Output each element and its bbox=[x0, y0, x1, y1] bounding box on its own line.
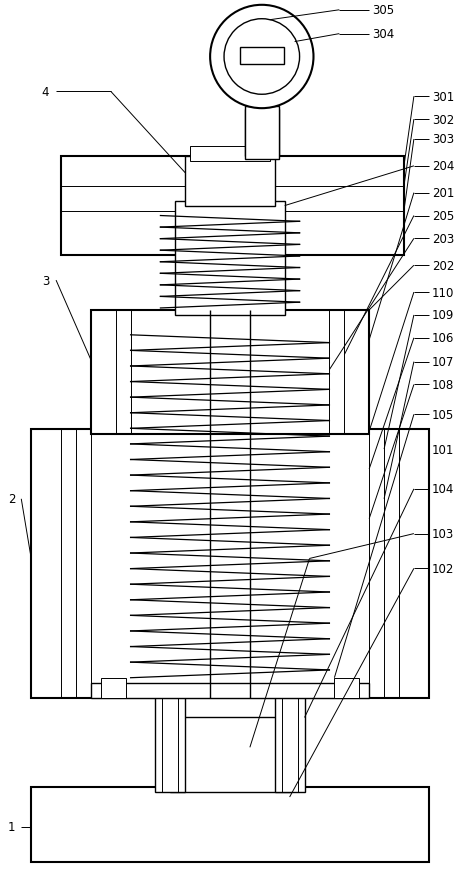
Text: 201: 201 bbox=[432, 187, 454, 200]
Bar bbox=[31, 788, 429, 861]
Bar bbox=[175, 201, 285, 315]
Text: 110: 110 bbox=[432, 286, 454, 299]
Bar bbox=[101, 678, 126, 698]
Bar bbox=[240, 47, 284, 65]
Text: 305: 305 bbox=[372, 4, 394, 18]
Bar bbox=[334, 678, 359, 698]
Text: 302: 302 bbox=[432, 113, 454, 126]
Bar bbox=[61, 156, 404, 256]
Bar bbox=[185, 156, 275, 206]
Bar bbox=[171, 717, 290, 792]
Bar bbox=[155, 693, 185, 792]
Text: 4: 4 bbox=[41, 86, 49, 98]
Bar bbox=[275, 693, 305, 792]
Text: 204: 204 bbox=[432, 160, 454, 173]
Text: 203: 203 bbox=[432, 233, 454, 246]
Bar bbox=[91, 683, 369, 698]
Text: 109: 109 bbox=[432, 309, 454, 322]
Text: 104: 104 bbox=[432, 483, 454, 496]
Bar bbox=[91, 311, 369, 435]
Text: 3: 3 bbox=[42, 274, 49, 287]
Bar bbox=[190, 147, 270, 162]
Text: 102: 102 bbox=[432, 562, 454, 575]
Text: 202: 202 bbox=[432, 259, 454, 272]
Text: 101: 101 bbox=[432, 443, 454, 456]
Text: 105: 105 bbox=[432, 408, 454, 421]
Text: 205: 205 bbox=[432, 210, 454, 223]
Circle shape bbox=[210, 6, 313, 109]
Text: 106: 106 bbox=[432, 332, 454, 345]
Text: 103: 103 bbox=[432, 528, 454, 541]
Bar bbox=[245, 107, 279, 160]
Circle shape bbox=[224, 19, 300, 95]
Bar bbox=[31, 429, 429, 698]
Text: 1: 1 bbox=[8, 820, 15, 833]
Text: 2: 2 bbox=[8, 493, 15, 506]
Text: 303: 303 bbox=[432, 133, 454, 147]
Text: 108: 108 bbox=[432, 378, 454, 392]
Text: 107: 107 bbox=[432, 356, 454, 369]
Text: 301: 301 bbox=[432, 90, 454, 104]
Text: 304: 304 bbox=[372, 28, 395, 41]
